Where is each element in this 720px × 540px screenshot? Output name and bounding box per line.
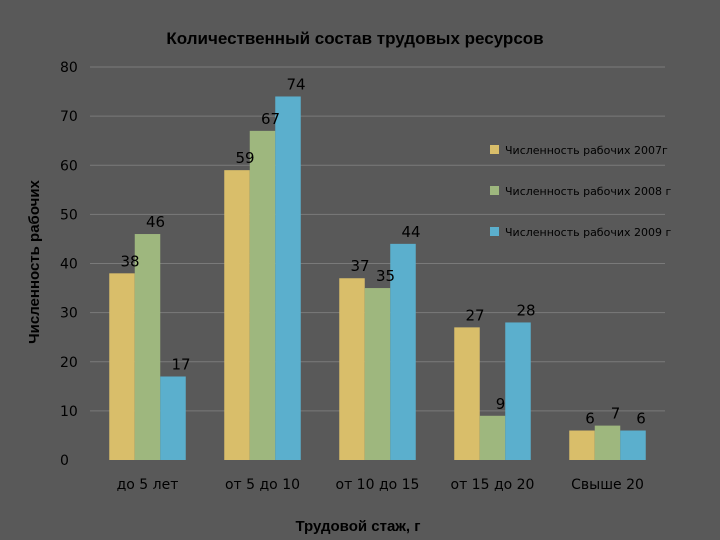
x-category-label: от 15 до 20 (451, 477, 535, 493)
y-tick-label: 10 (60, 404, 78, 420)
legend-label: Численность рабочих 2008 г (505, 185, 671, 198)
data-label: 38 (120, 252, 139, 270)
x-category-label: от 10 до 15 (336, 477, 420, 493)
data-label: 28 (516, 301, 535, 319)
data-label: 67 (261, 110, 280, 128)
bar (479, 415, 506, 460)
bar (249, 130, 276, 461)
bar (275, 96, 301, 460)
bar (594, 425, 621, 460)
y-tick-label: 50 (60, 207, 78, 223)
x-axis-categories: до 5 лет от 5 до 10 от 10 до 15 от 15 до 20… (117, 477, 644, 493)
bar (364, 288, 391, 460)
data-label: 46 (146, 213, 165, 231)
legend: Численность рабочих 2007г Численность раб… (490, 144, 671, 239)
data-label: 6 (585, 410, 595, 428)
bar (109, 273, 135, 460)
y-tick-label: 30 (60, 306, 78, 322)
data-label: 17 (171, 355, 190, 373)
data-label: 74 (286, 75, 305, 93)
y-tick-label: 80 (60, 60, 78, 76)
legend-swatch (490, 227, 499, 236)
x-axis-title: Трудовой стаж, г (295, 518, 420, 535)
bar (390, 243, 416, 460)
bar (454, 327, 480, 460)
y-axis-ticks: 0 10 20 30 40 50 60 70 80 (60, 60, 78, 469)
legend-label: Численность рабочих 2009 г (505, 226, 671, 239)
data-label: 35 (376, 267, 395, 285)
bar (134, 234, 161, 460)
data-label: 37 (350, 257, 369, 275)
bar (339, 278, 365, 460)
data-label: 44 (401, 223, 420, 241)
x-category-label: от 5 до 10 (225, 477, 300, 493)
data-label: 27 (465, 306, 484, 324)
data-label: 6 (636, 410, 646, 428)
legend-swatch (490, 186, 499, 195)
bar (160, 376, 186, 460)
bar (569, 430, 595, 460)
data-label: 9 (496, 395, 506, 413)
legend-swatch (490, 145, 499, 154)
chart-title: Количественный состав трудовых ресурсов (166, 29, 543, 48)
bar (224, 170, 250, 460)
data-label: 59 (235, 149, 254, 167)
bars (109, 96, 646, 461)
y-tick-label: 60 (60, 158, 78, 174)
y-tick-label: 40 (60, 257, 78, 273)
y-tick-label: 0 (60, 453, 69, 469)
x-category-label: Свыше 20 (571, 477, 644, 493)
bar (505, 322, 531, 460)
y-tick-label: 20 (60, 355, 78, 371)
y-tick-label: 70 (60, 109, 78, 125)
bar (620, 430, 646, 460)
legend-label: Численность рабочих 2007г (505, 144, 668, 157)
x-category-label: до 5 лет (117, 477, 179, 493)
y-axis-title: Численность рабочих (26, 179, 43, 343)
data-label: 7 (611, 405, 621, 423)
